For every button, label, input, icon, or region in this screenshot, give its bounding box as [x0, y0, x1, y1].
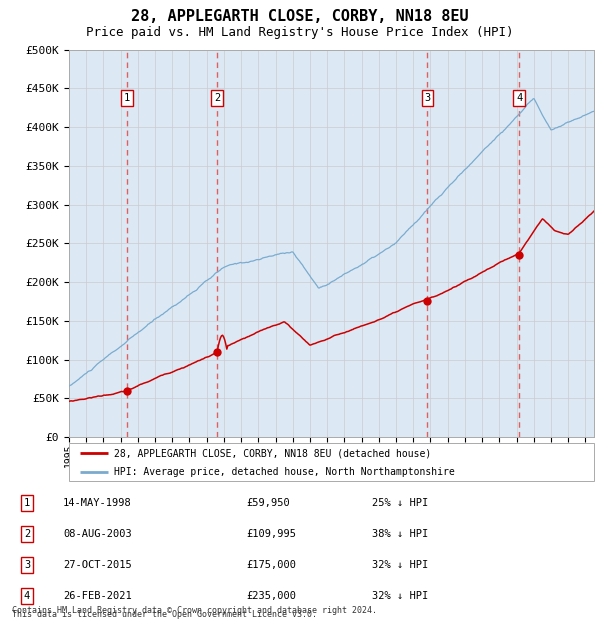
Text: 25% ↓ HPI: 25% ↓ HPI [372, 498, 428, 508]
Text: £59,950: £59,950 [246, 498, 290, 508]
Text: 32% ↓ HPI: 32% ↓ HPI [372, 591, 428, 601]
Text: 3: 3 [424, 93, 431, 103]
Text: 38% ↓ HPI: 38% ↓ HPI [372, 529, 428, 539]
Text: £109,995: £109,995 [246, 529, 296, 539]
Text: 08-AUG-2003: 08-AUG-2003 [63, 529, 132, 539]
Text: 3: 3 [24, 560, 30, 570]
Text: Contains HM Land Registry data © Crown copyright and database right 2024.: Contains HM Land Registry data © Crown c… [12, 606, 377, 615]
Text: 28, APPLEGARTH CLOSE, CORBY, NN18 8EU (detached house): 28, APPLEGARTH CLOSE, CORBY, NN18 8EU (d… [113, 448, 431, 458]
Text: 2: 2 [214, 93, 220, 103]
Text: £235,000: £235,000 [246, 591, 296, 601]
Text: Price paid vs. HM Land Registry's House Price Index (HPI): Price paid vs. HM Land Registry's House … [86, 26, 514, 39]
Text: 27-OCT-2015: 27-OCT-2015 [63, 560, 132, 570]
Text: 1: 1 [124, 93, 130, 103]
Text: 28, APPLEGARTH CLOSE, CORBY, NN18 8EU: 28, APPLEGARTH CLOSE, CORBY, NN18 8EU [131, 9, 469, 24]
Text: 32% ↓ HPI: 32% ↓ HPI [372, 560, 428, 570]
Text: 2: 2 [24, 529, 30, 539]
Text: HPI: Average price, detached house, North Northamptonshire: HPI: Average price, detached house, Nort… [113, 467, 454, 477]
Text: 26-FEB-2021: 26-FEB-2021 [63, 591, 132, 601]
Text: 4: 4 [516, 93, 522, 103]
Text: 4: 4 [24, 591, 30, 601]
Text: 14-MAY-1998: 14-MAY-1998 [63, 498, 132, 508]
Text: £175,000: £175,000 [246, 560, 296, 570]
Text: This data is licensed under the Open Government Licence v3.0.: This data is licensed under the Open Gov… [12, 610, 317, 619]
Text: 1: 1 [24, 498, 30, 508]
